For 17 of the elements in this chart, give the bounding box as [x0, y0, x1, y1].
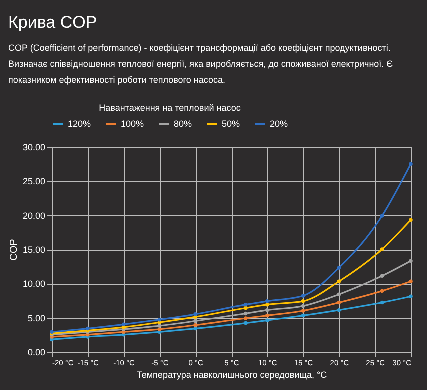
chart-subtitle: COP (Coefficient of performance) - коефіцієнт трансформації або коефіцієнт продуктивності. Визначає співвідношення теплової енергії, яка виробляється, до споживаної електричної. Є показником ефективності роботи теплового насоса. [8, 43, 394, 85]
y-tick-label: 5.00 [28, 313, 46, 324]
legend-label: 80% [174, 119, 192, 129]
y-tick-label: 0.00 [28, 348, 46, 358]
legend-label: 50% [222, 119, 240, 129]
x-axis-title: Температура навколишнього середовища, °C [136, 370, 328, 380]
legend-label: 20% [270, 119, 288, 129]
legend-title: Навантаження на тепловий насос [99, 103, 242, 113]
legend-label: 100% [121, 119, 144, 129]
y-tick-label: 25.00 [22, 176, 46, 187]
y-tick-label: 20.00 [22, 210, 46, 221]
chart-title: Крива COP [8, 13, 98, 32]
y-tick-label: 10.00 [22, 279, 46, 290]
legend-label: 120% [68, 119, 92, 129]
y-tick-label: 30.00 [22, 142, 46, 152]
y-axis-title: COP [8, 238, 20, 261]
y-tick-label: 15.00 [22, 245, 46, 255]
